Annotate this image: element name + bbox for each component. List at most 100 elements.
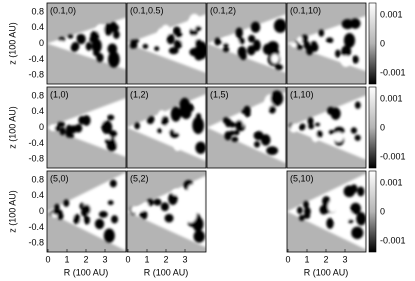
y-axis-label: z (100 AU) bbox=[7, 106, 17, 149]
blob bbox=[248, 34, 256, 43]
disk-wedge bbox=[207, 14, 286, 73]
blob bbox=[113, 30, 120, 39]
blob bbox=[176, 108, 188, 117]
blob bbox=[54, 125, 61, 132]
blob bbox=[54, 203, 60, 212]
colorbar-tick-label: -0.001 bbox=[380, 235, 406, 245]
blob bbox=[268, 105, 276, 114]
panel-label: (1,5) bbox=[210, 89, 229, 99]
blob bbox=[267, 41, 279, 52]
blob bbox=[318, 29, 325, 37]
x-axis-label: R (100 AU) bbox=[304, 267, 349, 277]
x-axis-label: R (100 AU) bbox=[64, 267, 109, 277]
blob bbox=[193, 230, 205, 243]
blob bbox=[305, 44, 314, 56]
blob bbox=[85, 42, 92, 51]
blob bbox=[192, 116, 205, 135]
blob bbox=[69, 212, 75, 219]
blob bbox=[348, 219, 354, 224]
y-tick-label: 0.4 bbox=[31, 22, 44, 32]
panel-frame bbox=[286, 2, 367, 85]
blob bbox=[106, 139, 117, 152]
blobs bbox=[49, 114, 119, 152]
blob bbox=[107, 50, 120, 68]
panel bbox=[207, 87, 286, 168]
panel-label: (0.1,2) bbox=[210, 5, 236, 15]
blob bbox=[237, 46, 247, 59]
blob bbox=[195, 141, 206, 154]
blob bbox=[67, 34, 74, 39]
panel-frame bbox=[46, 2, 127, 85]
blob bbox=[131, 206, 137, 214]
panel-frame bbox=[46, 170, 127, 253]
x-tick-label: 0 bbox=[125, 254, 130, 264]
blob bbox=[316, 130, 323, 138]
blob bbox=[311, 41, 317, 46]
blob bbox=[327, 200, 338, 213]
x-tick-label: 2 bbox=[323, 254, 328, 264]
blob bbox=[146, 117, 154, 125]
blob bbox=[356, 212, 366, 226]
blobs bbox=[134, 97, 206, 154]
blob bbox=[328, 129, 335, 135]
blob bbox=[83, 215, 91, 225]
blob bbox=[325, 37, 334, 44]
panel-frame bbox=[206, 2, 287, 85]
blob bbox=[95, 24, 106, 34]
blob bbox=[192, 216, 204, 232]
x-tick-label: 2 bbox=[163, 254, 168, 264]
panel-label: (0.1,0.5) bbox=[130, 5, 164, 15]
blob bbox=[189, 47, 202, 57]
blob bbox=[296, 206, 303, 215]
blob bbox=[157, 27, 166, 39]
blobs bbox=[288, 101, 361, 146]
blob bbox=[98, 210, 108, 218]
panel-label: (1,2) bbox=[130, 89, 149, 99]
y-axis-label: z (100 AU) bbox=[7, 190, 17, 233]
blob bbox=[352, 55, 359, 64]
y-tick-label: -0.8 bbox=[28, 70, 44, 80]
y-tick-label: 0.8 bbox=[31, 90, 44, 100]
blob bbox=[275, 64, 283, 71]
y-tick-label: -0.4 bbox=[28, 54, 44, 64]
panel-label: (5,10) bbox=[290, 173, 314, 183]
blobs bbox=[129, 13, 206, 61]
blob bbox=[299, 124, 305, 131]
blob bbox=[107, 114, 115, 121]
blob bbox=[103, 228, 115, 243]
y-axis-label: z (100 AU) bbox=[7, 22, 17, 65]
blob bbox=[49, 124, 56, 132]
blob bbox=[184, 205, 197, 223]
blob bbox=[350, 127, 358, 134]
blob bbox=[160, 202, 169, 212]
blob bbox=[273, 18, 286, 33]
blob bbox=[254, 107, 261, 113]
x-tick-label: 1 bbox=[304, 254, 309, 264]
colorbar-tick-label: 0.001 bbox=[380, 177, 403, 187]
panel-frame bbox=[286, 86, 367, 169]
blob bbox=[63, 199, 70, 207]
x-tick-label: 0 bbox=[45, 254, 50, 264]
colorbar-tick-label: 0 bbox=[380, 38, 385, 48]
blob bbox=[231, 136, 239, 143]
blob bbox=[111, 215, 119, 224]
blob bbox=[71, 41, 80, 51]
blob bbox=[244, 111, 251, 118]
blob bbox=[260, 134, 271, 146]
blob bbox=[141, 210, 148, 220]
blob bbox=[343, 185, 356, 198]
blob bbox=[228, 130, 236, 136]
blob bbox=[154, 46, 160, 52]
blob bbox=[223, 42, 229, 47]
blob bbox=[238, 37, 245, 45]
panel-frame bbox=[126, 86, 207, 169]
blob bbox=[351, 226, 364, 240]
y-tick-label: 0 bbox=[39, 206, 44, 216]
y-tick-label: -0.4 bbox=[28, 222, 44, 232]
y-tick-label: 0.4 bbox=[31, 106, 44, 116]
y-tick-label: -0.4 bbox=[28, 138, 44, 148]
blob bbox=[142, 202, 149, 207]
blob bbox=[90, 30, 100, 41]
panel bbox=[287, 87, 366, 168]
